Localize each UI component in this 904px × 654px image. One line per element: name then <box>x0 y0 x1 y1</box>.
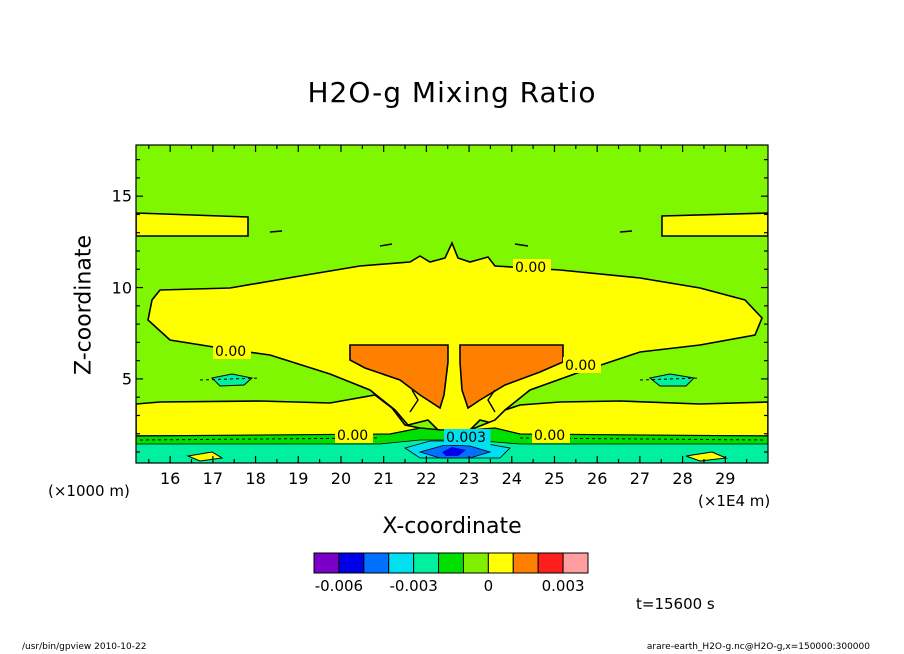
x-tick-label: 26 <box>587 469 608 488</box>
green-patch-left <box>210 373 254 387</box>
footer-left: /usr/bin/gpview 2010-10-22 <box>22 642 147 652</box>
x-tick-label: 23 <box>458 469 480 488</box>
colorbar-swatch <box>562 552 589 574</box>
x-tick-label: 18 <box>245 469 266 488</box>
contour-label: 0.00 <box>215 344 246 360</box>
colorbar-swatch <box>462 552 489 574</box>
chart-title: H2O-g Mixing Ratio <box>307 76 597 109</box>
colorbar-swatch <box>413 552 440 574</box>
x-tick-label: 20 <box>330 469 352 488</box>
x-tick-label: 16 <box>159 469 181 488</box>
surface-yellow-patch-right <box>685 451 728 462</box>
contour-label-bg <box>563 357 601 373</box>
contour-label-group: 0.00 0.00 0.00 0.00 0.00 0.003 <box>213 259 601 446</box>
x-unit-label-2: (×1E4 m) <box>698 492 771 510</box>
x-axis-label: X-coordinate <box>382 514 522 539</box>
plot-frame <box>135 144 769 464</box>
colorbar-swatch <box>487 552 514 574</box>
x-tick-label: 21 <box>373 469 394 488</box>
contour-label-bg <box>444 429 491 445</box>
y-tick-label: 10 <box>111 278 132 298</box>
contour-label: 0.00 <box>565 358 596 374</box>
contour-label-bg <box>532 427 570 443</box>
colorbar-swatch <box>512 552 539 574</box>
contour-label: 0.00 <box>515 260 546 276</box>
x-tick-label: 17 <box>202 469 224 488</box>
colorbar-swatch <box>313 552 340 574</box>
time-label: t=15600 s <box>636 595 715 613</box>
dash-contour <box>139 377 766 441</box>
orange-core-left <box>349 344 449 410</box>
colorbar-swatch <box>338 552 365 574</box>
upper-yellow-band <box>136 212 249 237</box>
green-patch-right <box>648 373 696 387</box>
colorbar-tick-label: 0 <box>483 577 494 595</box>
colorbar-swatch <box>438 552 464 574</box>
footer-right: arare-earth_H2O-g.nc@H2O-g,x=150000:3000… <box>646 642 870 652</box>
contour-label-bg <box>513 259 551 275</box>
low-yellow-band <box>136 394 768 437</box>
contour-label: 0.003 <box>446 430 486 446</box>
surface-darkblue <box>442 447 466 456</box>
x-tick-label: 24 <box>501 469 522 488</box>
contour-label: 0.00 <box>534 428 565 444</box>
colorbar-tick-label: -0.003 <box>389 577 438 595</box>
x-tick-label: 25 <box>544 469 565 488</box>
contour-label: 0.00 <box>337 428 368 444</box>
anvil-yellow <box>147 240 763 433</box>
x-tick-label: 29 <box>715 469 736 488</box>
x-tick-label: 28 <box>672 469 693 488</box>
y-axis-label: Z-coordinate <box>71 235 97 375</box>
colorbar-swatch <box>537 552 564 574</box>
x-unit-label: (×1000 m) <box>48 482 130 500</box>
contour-label-bg <box>213 343 251 359</box>
y-tick-label: 15 <box>111 186 132 206</box>
x-tick-label: 27 <box>629 469 651 488</box>
contour-label-bg <box>335 427 373 443</box>
x-tick-label: 19 <box>288 469 309 488</box>
y-tick-label: 5 <box>121 369 132 389</box>
colorbar-tick-label: -0.006 <box>314 577 364 595</box>
colorbar-tick-label: 0.003 <box>541 577 585 595</box>
small-contour-marks <box>269 230 633 413</box>
colorbar-swatch <box>388 552 415 574</box>
x-tick-label: 22 <box>416 469 437 488</box>
contour-fields <box>136 212 768 463</box>
upper-yellow-band-right <box>661 212 768 237</box>
colorbar-swatch <box>363 552 390 574</box>
surface-yellow-patch-left <box>186 451 224 462</box>
